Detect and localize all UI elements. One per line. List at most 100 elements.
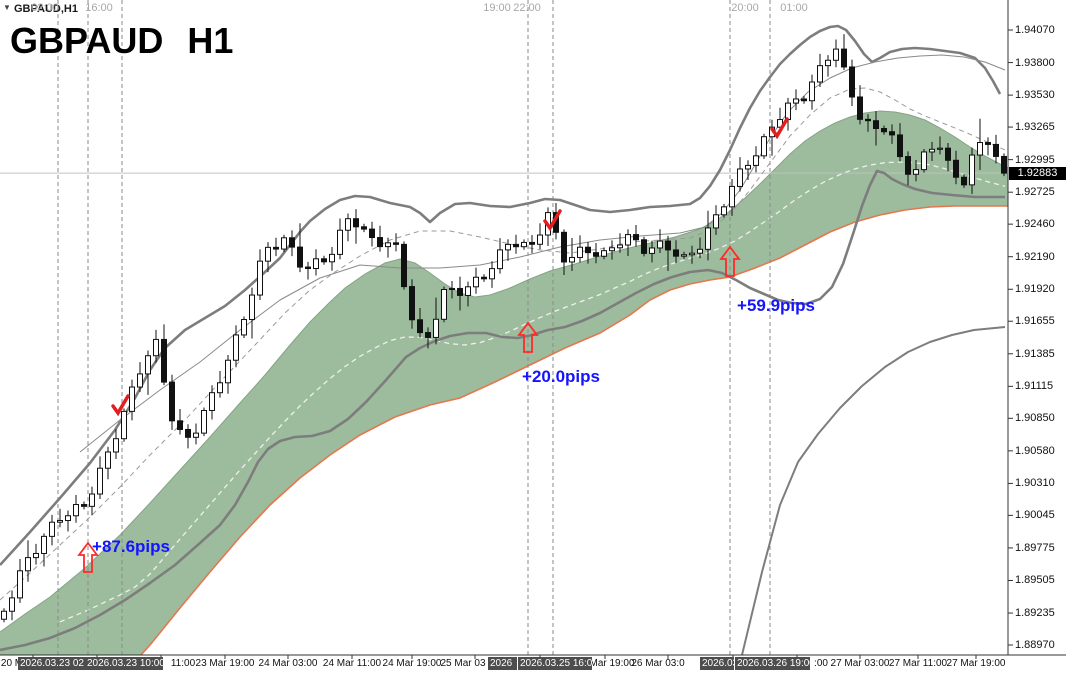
symbol-dropdown-icon[interactable]: ▼ <box>3 3 11 12</box>
price-axis-label: 1.94070 <box>1015 24 1055 36</box>
price-axis-label: 1.93800 <box>1015 56 1055 69</box>
candle-body <box>497 249 503 270</box>
price-axis-label: 1.93530 <box>1015 89 1055 102</box>
candle-body <box>873 120 879 130</box>
candle-body <box>113 438 119 453</box>
vline-time-label: 19:00 <box>483 2 511 14</box>
candle-body <box>249 294 255 321</box>
candle-body <box>457 287 463 296</box>
candle-body <box>849 66 855 98</box>
price-axis-label: 1.90850 <box>1015 412 1055 425</box>
bollinger-upper-band <box>0 24 1002 566</box>
buy-arrow-icon[interactable] <box>719 245 741 277</box>
candle-body <box>257 260 263 296</box>
candle-body <box>9 597 15 612</box>
time-axis-label: 27 Mar 19:00 <box>946 658 1006 669</box>
price-axis-label: 1.90310 <box>1015 477 1055 490</box>
candle-body <box>465 286 471 296</box>
candle-body <box>441 289 447 320</box>
candle-body <box>209 392 215 411</box>
candle-body <box>889 131 895 136</box>
pips-gain-label: +87.6pips <box>92 537 170 556</box>
candle-body <box>393 242 399 245</box>
candle-body <box>73 504 79 517</box>
symbol-period-label[interactable]: GBPAUD,H1 <box>14 3 78 15</box>
candle-body <box>225 359 231 384</box>
candle-body <box>449 287 455 291</box>
candle-body <box>577 246 583 258</box>
vline-time-label: 01:00 <box>780 2 808 14</box>
candle-body <box>505 243 511 251</box>
candle-body <box>657 240 663 249</box>
candle-body <box>177 420 183 430</box>
time-axis-label: :00 <box>814 658 828 669</box>
vline-date-box: 2026.03.23 10:00 <box>85 657 163 670</box>
candle-body <box>761 136 767 157</box>
candle-body <box>945 147 951 161</box>
candle-body <box>913 169 919 175</box>
candle-body <box>529 241 535 245</box>
current-price-tag: 1.92883 <box>1009 166 1066 180</box>
candle-body <box>145 355 151 375</box>
price-axis-label: 1.91385 <box>1015 347 1055 360</box>
price-axis-label: 1.89505 <box>1015 574 1055 587</box>
price-axis-label: 1.91920 <box>1015 283 1055 296</box>
price-axis-label: 1.93265 <box>1015 121 1055 134</box>
candle-body <box>969 154 975 186</box>
candle-body <box>417 319 423 334</box>
candle-body <box>121 410 127 440</box>
candle-body <box>25 557 31 572</box>
time-axis-label: 27 Mar 11:00 <box>888 658 948 669</box>
candle-body <box>689 252 695 256</box>
candle-body <box>297 246 303 268</box>
candle-body <box>353 218 359 228</box>
candle-body <box>105 451 111 469</box>
candle-body <box>57 520 63 523</box>
time-axis-label: 25 Mar 03 <box>440 658 486 669</box>
candle-body <box>681 254 687 257</box>
candle-body <box>793 98 799 104</box>
candle-body <box>801 98 807 102</box>
candle-body <box>241 319 247 336</box>
time-axis-label: 23 Mar 19:00 <box>195 658 255 669</box>
candle-body <box>937 147 943 150</box>
candle-body <box>521 241 527 248</box>
green-band-bottom-border <box>140 205 1008 656</box>
vline-date-box: 2026.03.23 02 <box>18 657 85 670</box>
candle-body <box>585 246 591 254</box>
candle-body <box>89 493 95 507</box>
pips-gain-label: +59.9pips <box>737 296 815 315</box>
candles <box>1 34 1007 623</box>
candle-body <box>705 227 711 250</box>
entry-check-icon <box>770 117 789 140</box>
time-axis-label: 11:00 <box>170 658 196 669</box>
candle-body <box>305 266 311 270</box>
pips-gain-label: +20.0pips <box>522 367 600 386</box>
candle-body <box>665 240 671 251</box>
candle-body <box>313 258 319 270</box>
candle-body <box>65 515 71 522</box>
vline-time-label: 20:00 <box>731 2 759 14</box>
candle-body <box>745 164 751 170</box>
candle-body <box>193 432 199 438</box>
buy-arrow-icon[interactable] <box>517 321 539 353</box>
candle-body <box>489 268 495 280</box>
candle-body <box>289 237 295 248</box>
candle-body <box>153 338 159 357</box>
chart-title: GBPAUD H1 <box>10 20 233 62</box>
candle-body <box>401 243 407 288</box>
entry-check-icon <box>543 209 562 232</box>
vline-date-box: 2026 <box>488 657 517 670</box>
candle-body <box>473 276 479 288</box>
price-axis-label: 1.90580 <box>1015 444 1055 457</box>
candle-body <box>345 218 351 231</box>
candle-body <box>809 81 815 102</box>
vline-date-box: 2026.03.25 16:00 <box>518 657 592 670</box>
buy-arrow-icon[interactable] <box>77 541 99 573</box>
candle-body <box>537 234 543 245</box>
entry-check-icon <box>111 394 130 417</box>
price-axis-label: 1.92995 <box>1015 153 1055 166</box>
candle-body <box>513 243 519 248</box>
